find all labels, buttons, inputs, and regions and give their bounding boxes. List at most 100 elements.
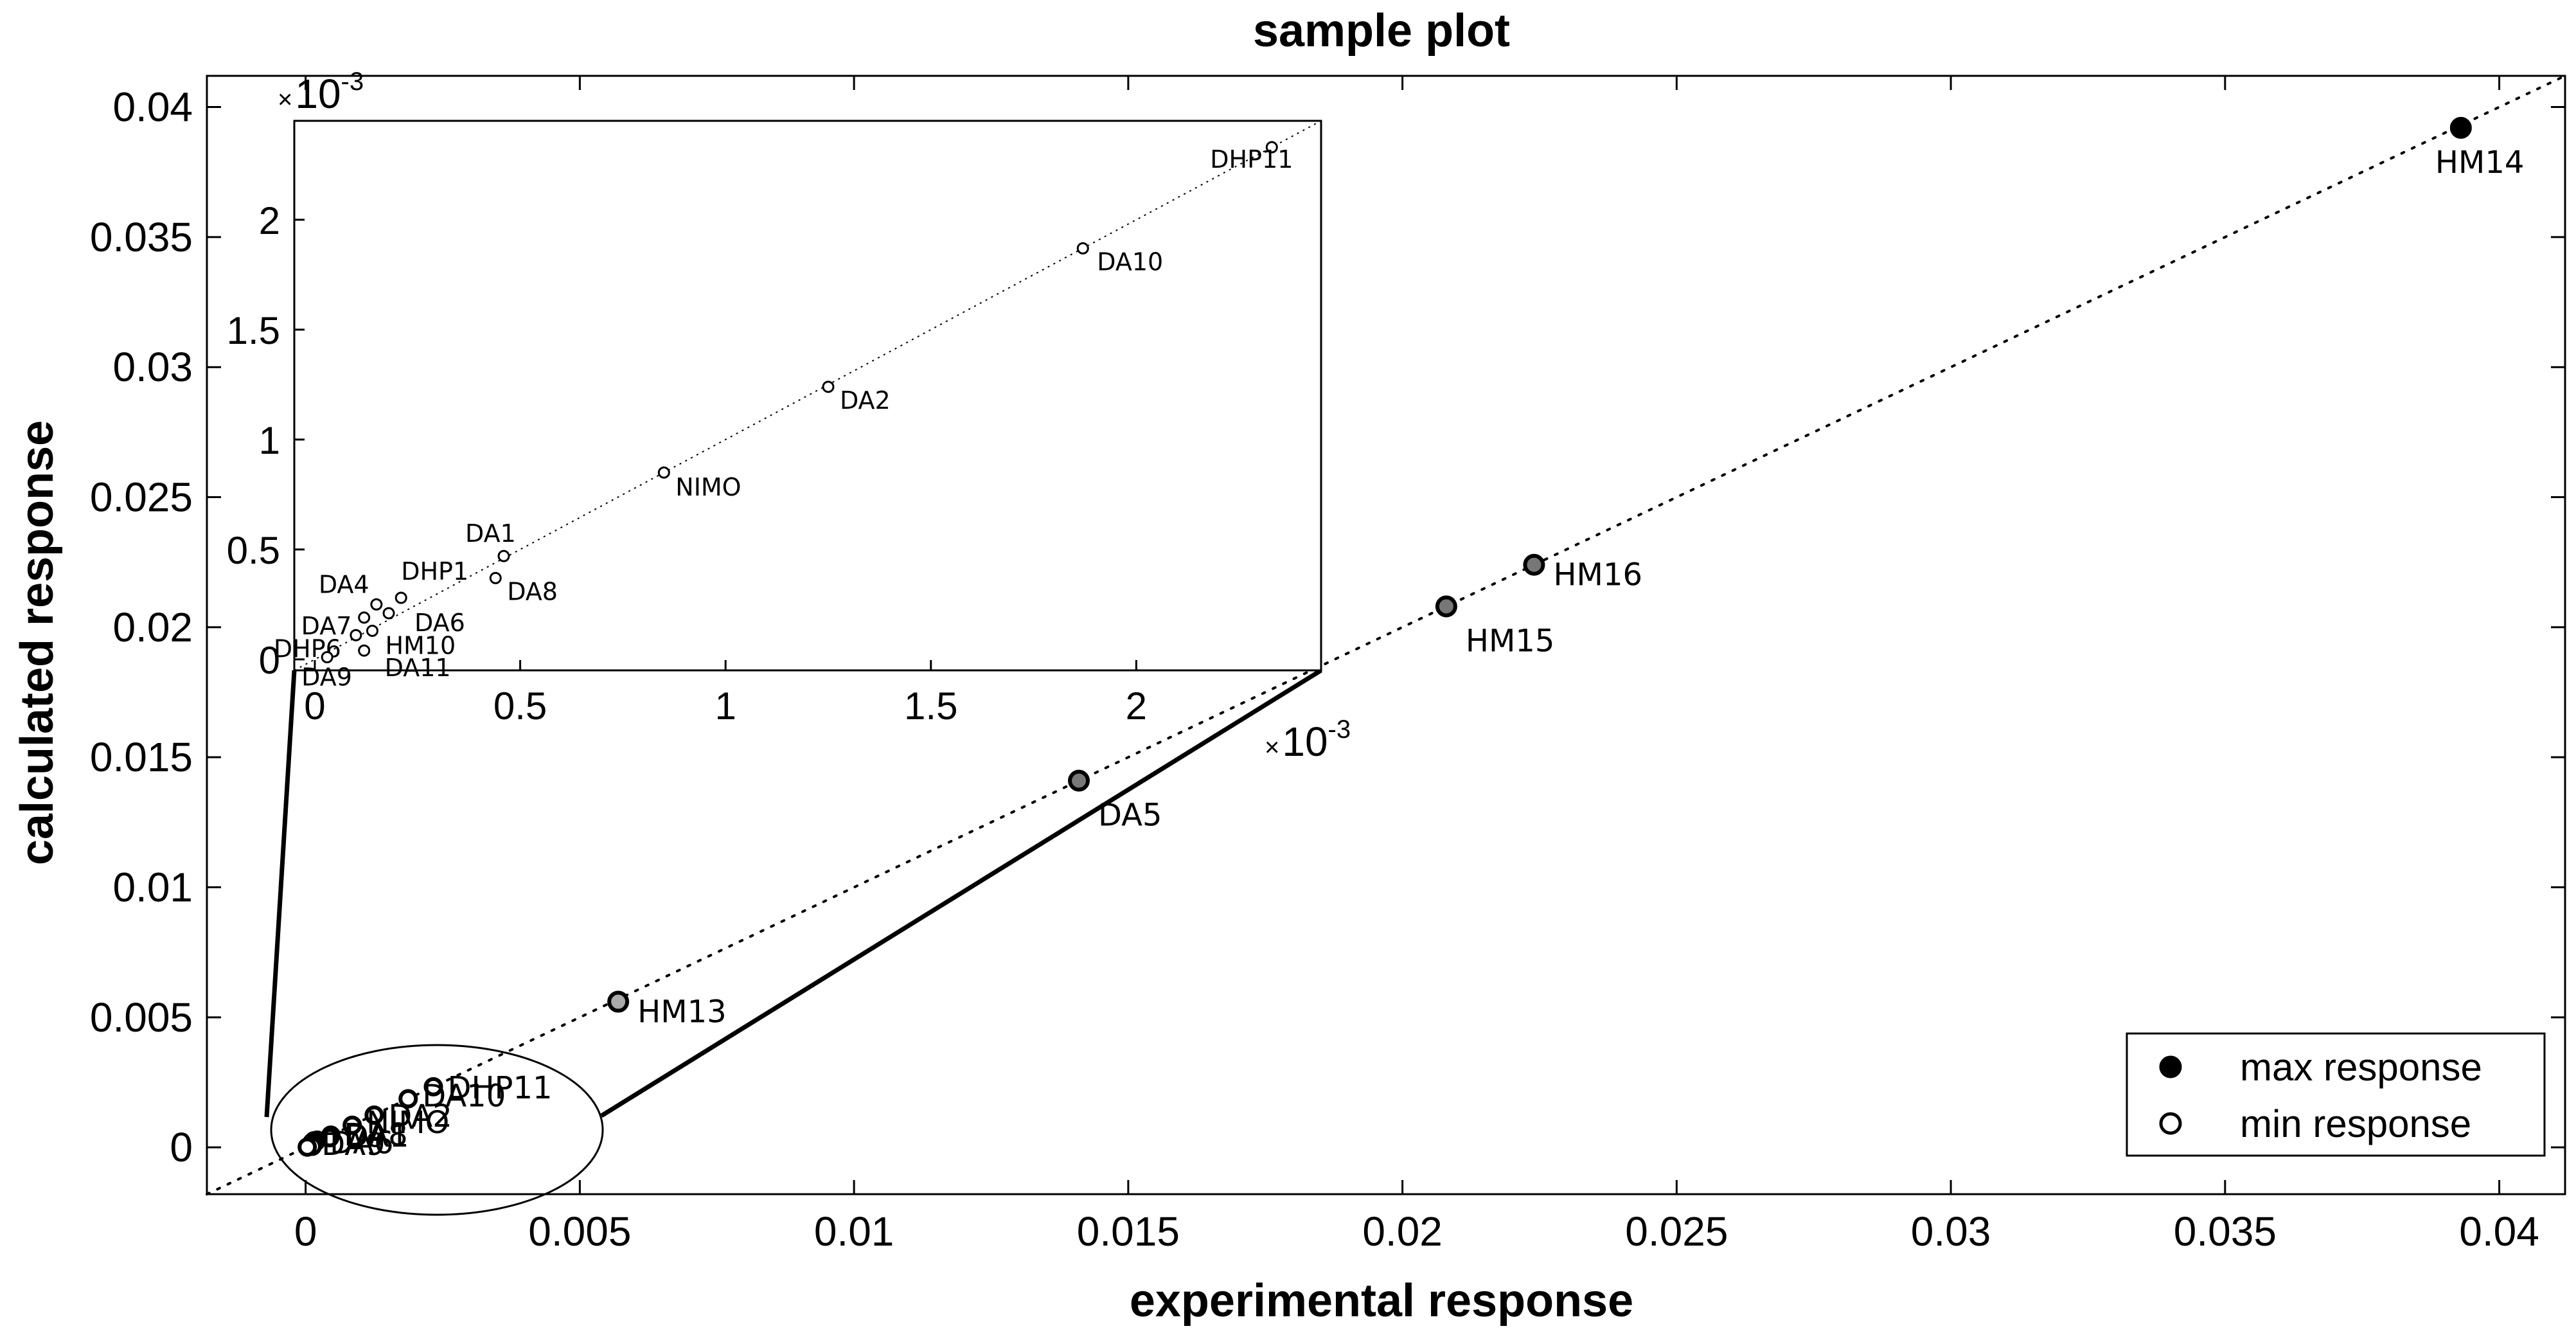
y-tick-label: 0.02 [112,604,193,650]
inset-point-hm10 [366,624,378,637]
point-max-hm15 [1435,595,1457,618]
point-label-hm15: HM15 [1466,623,1555,659]
inset-y-tick-label: 2 [259,199,280,242]
inset-point-label-da1: DA1 [465,519,516,548]
inset-y-tick-label: 1.5 [227,309,280,352]
inset-point-dhp11 [1265,141,1278,154]
inset-point-label-da4: DA4 [319,570,369,598]
inset-point-da11 [358,644,371,657]
inset-point-label-dhp1: DHP1 [401,557,468,586]
legend-label-min: min response [2240,1102,2471,1145]
zoom-connector-right [600,668,1322,1118]
inset-point-label-da11: DA11 [385,654,451,682]
legend-marker-max [2159,1055,2182,1078]
point-label-da1: DA1 [345,1118,409,1154]
point-max-da5 [1068,769,1090,792]
point-min-da2 [364,1105,384,1125]
inset-point-da4 [370,598,383,611]
point-min-dhp11 [423,1077,443,1096]
multiplier-sign: × [278,85,292,114]
multiplier-sign: × [1265,733,1279,762]
x-tick-label: 0.035 [2174,1208,2277,1255]
inset-point-label-da9: DA9 [301,663,352,691]
inset-point-label-da2: DA2 [840,386,891,415]
x-tick-label: 0 [294,1208,317,1255]
y-axis-title: calculated response [12,420,63,865]
inset-x-tick-label: 2 [1126,684,1147,728]
y-tick-label: 0.005 [90,994,193,1041]
zoom-connector-left [264,670,297,1118]
inset-point-da7 [358,611,371,624]
x-tick-label: 0.025 [1625,1208,1728,1255]
main-plot-frame [206,75,2566,1195]
y-tick-label: 0 [170,1124,193,1170]
zoom-connectors [264,668,1322,1118]
point-label-da10: DA10 [422,1078,506,1114]
inset-y-tick-label: 1 [259,419,280,462]
x-tick-label: 0.02 [1362,1208,1443,1255]
inset-point-dhp6 [350,629,362,641]
inset-point-da2 [822,380,835,393]
point-min-da9 [298,1137,317,1157]
point-max-hm16 [1523,553,1545,576]
identity-reference-line [206,75,2566,1195]
inset-point-label-da6: DA6 [414,609,465,637]
x-tick-label: 0.04 [2459,1208,2539,1255]
point-label-hm13: HM13 [637,994,727,1030]
inset-point-label-dhp11: DHP11 [1210,145,1293,174]
y-tick-label: 0.01 [112,864,193,911]
multiplier-base: 10 [295,71,341,117]
point-label-hm16: HM16 [1553,557,1642,593]
inset-point-label-da7: DA7 [301,612,352,640]
inset-point-da6 [382,607,395,620]
point-label-da9: DA9 [321,1127,385,1163]
y-tick-label: 0.03 [112,344,193,390]
inset-frame [293,120,1322,672]
x-tick-label: 0.005 [528,1208,631,1255]
inset-identity-line [294,120,1322,671]
y-tick-label: 0.035 [90,214,193,260]
point-label-hm14: HM14 [2435,145,2525,181]
x-tick-label: 0.03 [1911,1208,1991,1255]
y-tick-label: 0.04 [112,84,193,130]
point-label-da2: DA2 [388,1098,452,1134]
legend-marker-min [2159,1112,2182,1135]
multiplier-exponent: -3 [1328,715,1351,744]
x-tick-label: 0.015 [1077,1208,1180,1255]
chart-title: sample plot [1253,5,1510,57]
zoom-ellipse [270,1044,604,1216]
inset-point-da10 [1076,242,1089,255]
inset-point-da8 [489,571,502,584]
y-tick-label: 0.025 [90,474,193,521]
point-label-da8: DA8 [344,1117,408,1153]
inset-point-da1 [497,550,510,562]
y-tick-label: 0.015 [90,734,193,780]
inset-point-nimo [657,466,670,479]
main-plot-area: 0 0.005 0.01 0.015 0.02 0.025 0.03 0.035 0.04 0 0.… [90,75,2566,1255]
legend-label-max: max response [2240,1046,2482,1089]
point-label-dhp11: DHP11 [447,1070,552,1106]
inset-y-tick-label: 0 [259,639,280,682]
point-min-nimo [342,1115,362,1135]
point-label-da6: DA6 [330,1125,394,1161]
inset-y-multiplier: ×10-3 [278,67,364,117]
inset-x-tick-label: 0.5 [493,684,547,728]
x-tick-label: 0.01 [814,1208,894,1255]
multiplier-base: 10 [1282,719,1328,765]
inset-point-label-da8: DA8 [507,577,558,605]
inset-point-label-da10: DA10 [1097,247,1163,276]
inset-point-da9 [321,650,333,663]
inset-x-tick-label: 0 [304,684,325,728]
inset-point-label-hm10: HM10 [385,631,456,659]
inset-point-label-nimo: NIMO [675,473,741,501]
point-label-nimo: NIMO [366,1105,449,1141]
inset-plot-area: 0 0.5 1 1.5 200.511.52×10-3×10-3DHP11DA10DA2… [227,67,1351,765]
legend: max response min response [2126,1032,2546,1157]
inset-x-multiplier: ×10-3 [1265,715,1351,765]
inset-x-tick-label: 1.5 [904,684,957,728]
point-max-hm14 [2449,116,2472,139]
inset-y-tick-label: 0.5 [227,529,280,572]
point-min-da10 [398,1089,418,1109]
multiplier-exponent: -3 [341,67,364,96]
